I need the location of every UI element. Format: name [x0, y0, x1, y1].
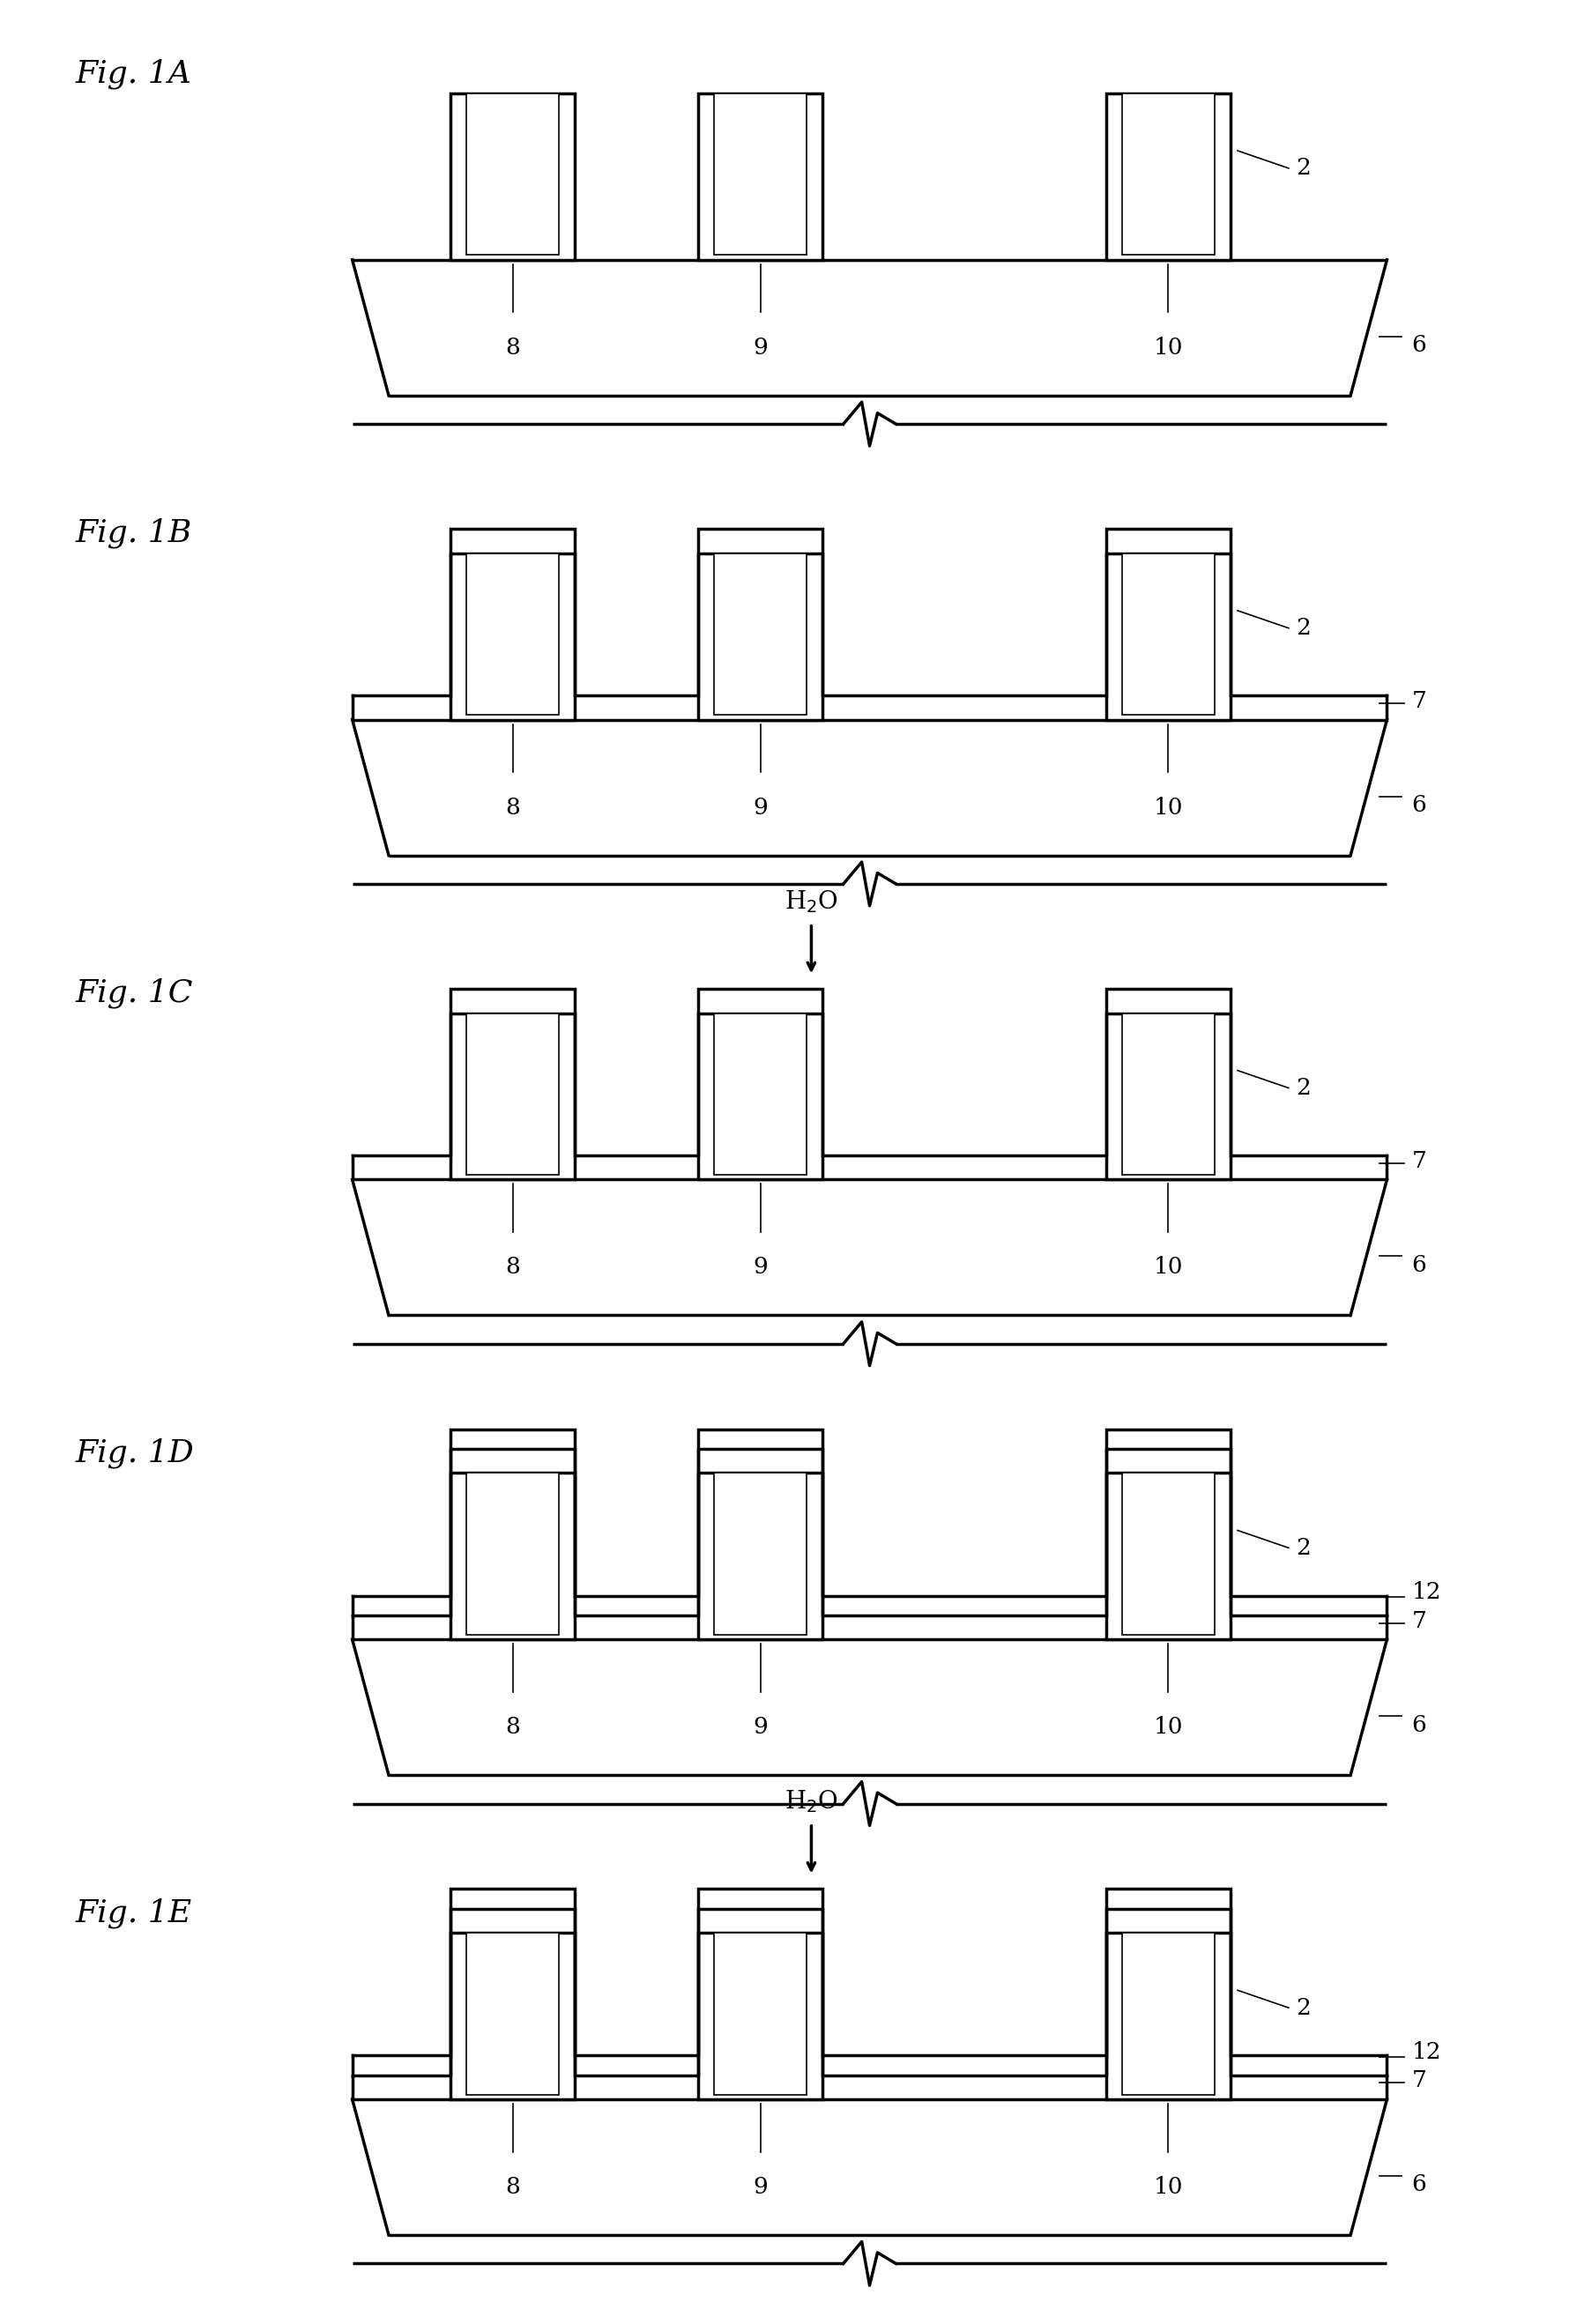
Text: 6: 6 [1411, 335, 1427, 356]
Text: 8: 8 [505, 1715, 520, 1738]
Text: 9: 9 [752, 2175, 768, 2199]
Bar [714, 1934, 806, 2094]
Text: Fig. 1E: Fig. 1E [76, 1899, 192, 1929]
Text: 9: 9 [752, 1257, 768, 1278]
Text: 7: 7 [1411, 690, 1427, 711]
Bar [1123, 1473, 1215, 1634]
Text: 6: 6 [1411, 1255, 1427, 1276]
Bar [450, 1013, 575, 1181]
Text: H$_2$O: H$_2$O [784, 1789, 838, 1815]
Text: 7: 7 [1411, 2071, 1427, 2092]
Bar [699, 553, 822, 720]
Text: 8: 8 [505, 337, 520, 358]
Bar [450, 93, 575, 260]
Text: 8: 8 [505, 2175, 520, 2199]
Bar [1106, 93, 1231, 260]
Text: 2: 2 [1296, 1076, 1310, 1099]
Bar [714, 1013, 806, 1174]
Text: 12: 12 [1411, 1580, 1441, 1604]
Bar [467, 93, 559, 256]
Text: 9: 9 [752, 1715, 768, 1738]
Text: 8: 8 [505, 1257, 520, 1278]
Bar [450, 553, 575, 720]
Bar [1123, 553, 1215, 716]
Bar [1106, 1934, 1231, 2099]
Text: 10: 10 [1153, 1715, 1183, 1738]
Bar [1106, 1013, 1231, 1181]
Text: 9: 9 [752, 797, 768, 818]
Bar [699, 1934, 822, 2099]
Text: 10: 10 [1153, 797, 1183, 818]
Text: 10: 10 [1153, 337, 1183, 358]
Text: 7: 7 [1411, 1150, 1427, 1171]
Text: 9: 9 [752, 337, 768, 358]
Text: 2: 2 [1296, 1536, 1310, 1559]
Bar [714, 553, 806, 716]
Bar [450, 1934, 575, 2099]
Bar [450, 1473, 575, 1638]
Text: 2: 2 [1296, 1996, 1310, 2020]
Bar [1123, 93, 1215, 256]
Bar [467, 553, 559, 716]
Bar [1106, 1473, 1231, 1638]
Text: Fig. 1D: Fig. 1D [76, 1439, 195, 1469]
Text: 8: 8 [505, 797, 520, 818]
Text: H$_2$O: H$_2$O [784, 888, 838, 916]
Text: Fig. 1C: Fig. 1C [76, 978, 193, 1009]
Text: 12: 12 [1411, 2040, 1441, 2064]
Bar [467, 1013, 559, 1174]
Bar [467, 1934, 559, 2094]
Text: 7: 7 [1411, 1611, 1427, 1631]
Text: 6: 6 [1411, 2173, 1427, 2196]
Bar [714, 1473, 806, 1634]
Text: 10: 10 [1153, 2175, 1183, 2199]
Bar [1123, 1934, 1215, 2094]
Bar [699, 1473, 822, 1638]
Bar [1106, 553, 1231, 720]
Bar [467, 1473, 559, 1634]
Text: 10: 10 [1153, 1257, 1183, 1278]
Bar [699, 93, 822, 260]
Text: Fig. 1B: Fig. 1B [76, 518, 192, 548]
Text: 6: 6 [1411, 1713, 1427, 1736]
Bar [699, 1013, 822, 1181]
Bar [714, 93, 806, 256]
Bar [1123, 1013, 1215, 1174]
Text: 2: 2 [1296, 158, 1310, 179]
Text: 6: 6 [1411, 795, 1427, 816]
Text: 2: 2 [1296, 618, 1310, 639]
Text: Fig. 1A: Fig. 1A [76, 58, 192, 88]
